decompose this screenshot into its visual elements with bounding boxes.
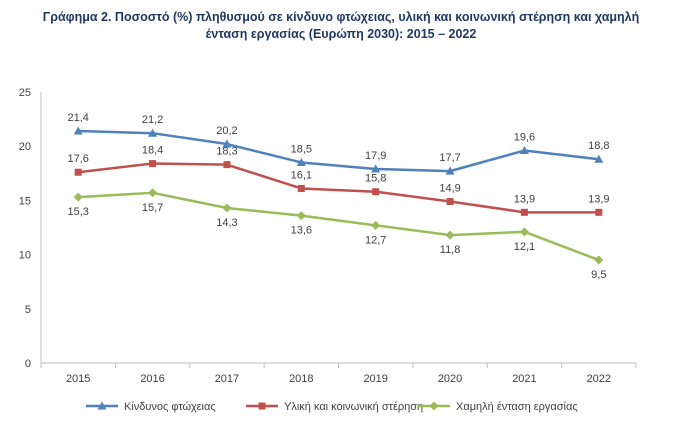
data-label: 21,4: [67, 112, 88, 124]
legend-marker-2: [258, 402, 266, 410]
data-label: 15,8: [365, 173, 386, 185]
data-label: 18,3: [216, 146, 237, 158]
series-1-point: [371, 164, 381, 173]
series-3-point: [73, 192, 83, 202]
x-tick-label: 2017: [215, 373, 239, 385]
legend-label-3: Χαμηλή ένταση εργασίας: [456, 401, 578, 413]
data-label: 21,2: [142, 114, 163, 126]
y-tick-label: 0: [25, 358, 31, 370]
data-label: 19,6: [514, 132, 535, 144]
x-tick-label: 2018: [289, 373, 313, 385]
data-label: 12,7: [365, 234, 386, 246]
data-label: 15,3: [67, 206, 88, 218]
legend-marker-1: [97, 401, 107, 410]
data-label: 13,9: [514, 193, 535, 205]
data-label: 20,2: [216, 125, 237, 137]
series-1-point: [594, 154, 604, 163]
series-2-point: [74, 168, 82, 176]
series-line-2: [78, 162, 599, 214]
data-label: 16,1: [291, 169, 312, 181]
x-tick-label: 2015: [66, 373, 90, 385]
chart-title-line-1: Γράφημα 2. Ποσοστό (%) πληθυσμού σε κίνδ…: [42, 10, 640, 24]
y-tick-label: 10: [19, 250, 31, 262]
data-label: 11,8: [440, 244, 461, 256]
series-line-1: [78, 129, 599, 173]
x-tick-label: 2022: [587, 373, 611, 385]
y-tick-label: 20: [19, 141, 31, 153]
data-label: 17,6: [67, 153, 88, 165]
series-1-point: [222, 139, 232, 148]
data-label: 15,7: [142, 202, 163, 214]
data-label: 18,4: [142, 145, 163, 157]
chart-title: Γράφημα 2. Ποσοστό (%) πληθυσμού σε κίνδ…: [8, 9, 674, 43]
x-tick-label: 2019: [363, 373, 387, 385]
series-2-point: [595, 208, 603, 216]
chart-title-line-2: ένταση εργασίας (Ευρώπη 2030): 2015 – 20…: [205, 27, 477, 41]
y-tick-label: 25: [19, 87, 31, 99]
series-1-point: [296, 157, 306, 166]
legend-label-1: Κίνδυνος φτώχειας: [124, 401, 216, 413]
series-1-point: [445, 166, 455, 175]
series-3-point: [148, 188, 158, 198]
y-tick-label: 15: [19, 195, 31, 207]
data-label: 9,5: [591, 269, 606, 281]
series-3-point: [371, 220, 381, 230]
series-3-point: [519, 227, 529, 237]
data-label: 17,9: [365, 150, 386, 162]
series-3-point: [222, 203, 232, 213]
data-label: 18,5: [291, 143, 312, 155]
series-3-point: [594, 255, 604, 265]
series-2-point: [372, 188, 380, 196]
series-2-point: [446, 197, 454, 205]
series-1-point: [73, 126, 83, 135]
legend-marker-3: [429, 401, 439, 411]
data-label: 14,9: [439, 182, 460, 194]
series-2-point: [223, 161, 231, 169]
y-tick-label: 5: [25, 304, 31, 316]
data-label: 17,7: [439, 152, 460, 164]
series-2-point: [297, 184, 305, 192]
series-1-point: [148, 128, 158, 137]
series-3-point: [296, 211, 306, 221]
legend-label-2: Υλική και κοινωνική στέρηση: [284, 401, 423, 413]
series-line-3: [78, 191, 600, 262]
data-label: 13,6: [291, 225, 312, 237]
data-label: 14,3: [216, 217, 237, 229]
data-label: 18,8: [588, 140, 609, 152]
data-label: 12,1: [514, 241, 535, 253]
x-tick-label: 2020: [438, 373, 462, 385]
series-2-point: [149, 160, 157, 168]
series-1-point: [519, 146, 529, 155]
series-2-point: [520, 208, 528, 216]
series-3-point: [445, 230, 455, 240]
data-label: 13,9: [588, 193, 609, 205]
x-tick-label: 2021: [512, 373, 536, 385]
x-tick-label: 2016: [140, 373, 164, 385]
